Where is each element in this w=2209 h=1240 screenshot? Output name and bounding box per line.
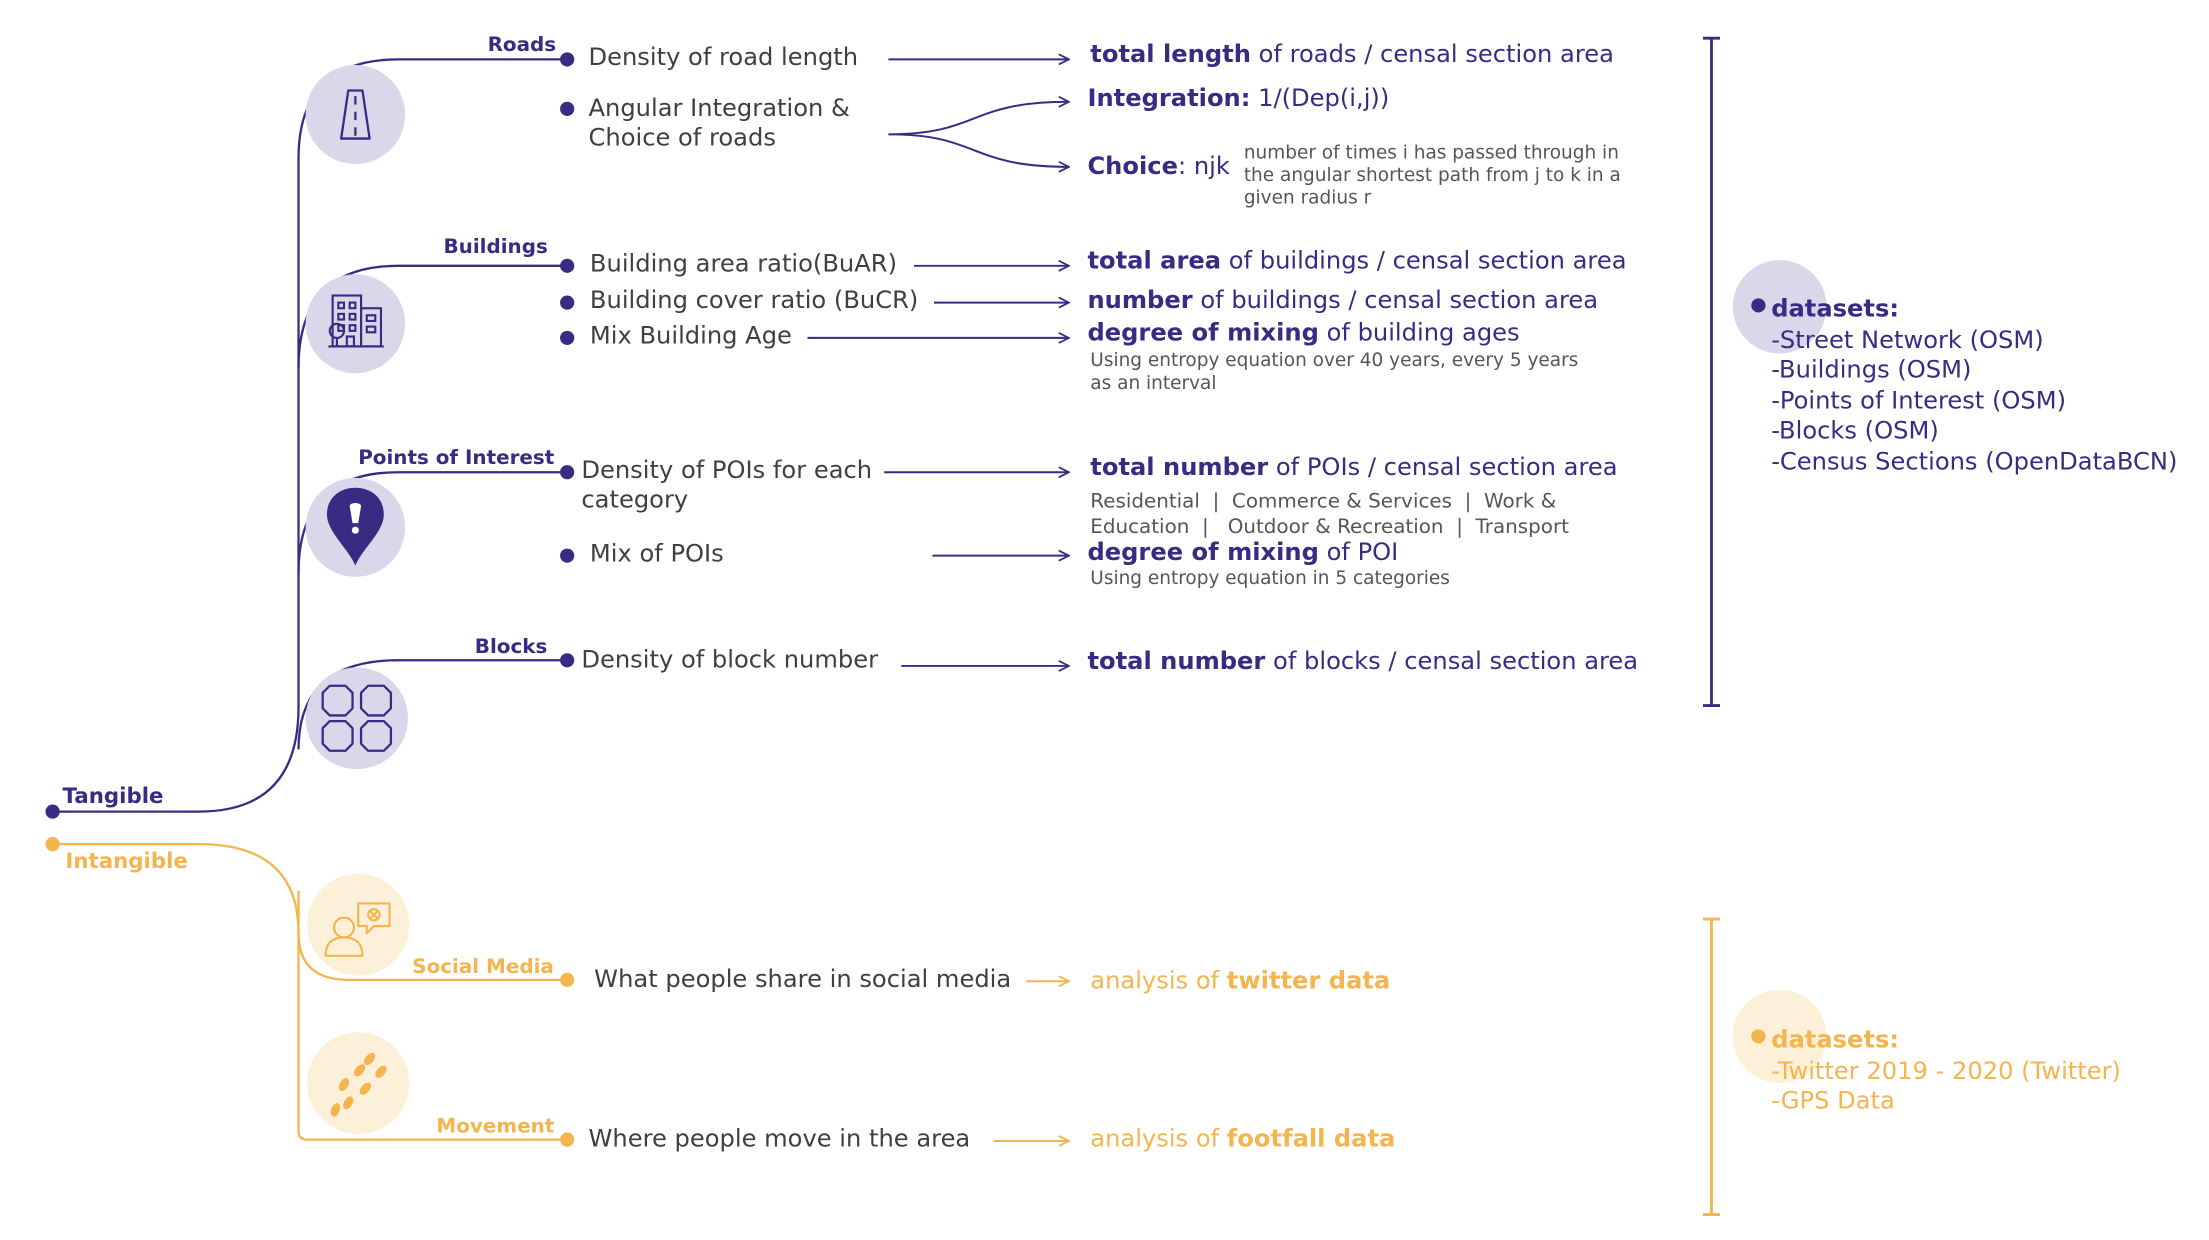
intangible-tree-lines — [52, 842, 565, 1141]
blocks-grid-icon — [305, 667, 408, 770]
social-media-result: analysis of twitter data — [1090, 967, 1391, 996]
poi-result-density: total number of POIs / censal section ar… — [1090, 453, 1618, 483]
intangible-datasets-dot — [1751, 1029, 1766, 1044]
tangible-datasets-list: datasets: -Street Network (OSM) -Buildin… — [1771, 295, 2178, 477]
buildings-item-buar: Building area ratio(BuAR) — [589, 250, 898, 279]
movement-result: analysis of footfall data — [1090, 1125, 1396, 1154]
social-media-label: Social Media — [412, 955, 554, 979]
roads-result-integration: Integration: 1/(Dep(i,j)) — [1087, 84, 1390, 114]
roads-result-density: total length of roads / censal section a… — [1090, 41, 1614, 70]
intangible-datasets-bubble — [1732, 989, 1827, 1084]
tangible-nodes — [45, 52, 575, 819]
buildings-mix-age-note: Using entropy equation over 40 years, ev… — [1090, 350, 1579, 395]
blocks-label: Blocks — [474, 636, 548, 659]
tangible-datasets-dot — [1751, 298, 1766, 313]
poi-mix-note: Using entropy equation in 5 categories — [1090, 568, 1450, 590]
roads-item-angular-line2: Choice of roads — [588, 124, 776, 153]
intangible-datasets-bracket — [1702, 917, 1721, 1216]
poi-label: Points of Interest — [358, 446, 555, 470]
map-pin-icon — [305, 477, 406, 577]
tangible-arrows — [807, 59, 1069, 666]
road-icon — [305, 65, 406, 165]
buildings-label: Buildings — [443, 236, 548, 259]
poi-result-mix: degree of mixing of POI — [1087, 538, 1399, 567]
intangible-nodes — [45, 837, 575, 1147]
roads-result-choice: Choice: njk — [1087, 152, 1230, 181]
buildings-icon — [305, 274, 406, 374]
buildings-result-bucr: number of buildings / censal section are… — [1087, 287, 1599, 316]
tangible-label: Tangible — [62, 783, 164, 809]
poi-item-density-line2: category — [581, 486, 689, 515]
poi-categories: Residential | Commerce & Services | Work… — [1090, 490, 1569, 538]
poi-item-density-line1: Density of POIs for each — [581, 456, 873, 485]
blocks-item-density: Density of block number — [581, 646, 879, 675]
roads-choice-note: number of times i has passed through in … — [1243, 142, 1621, 209]
social-media-item: What people share in social media — [594, 965, 1012, 994]
movement-item: Where people move in the area — [588, 1125, 971, 1154]
movement-label: Movement — [436, 1115, 555, 1139]
buildings-result-buar: total area of buildings / censal section… — [1087, 247, 1627, 276]
intangible-label: Intangible — [65, 848, 188, 874]
tangible-datasets-bracket — [1702, 36, 1721, 707]
tangible-datasets-bubble — [1732, 260, 1827, 354]
blocks-result-density: total number of blocks / censal section … — [1087, 647, 1639, 676]
poi-item-mix: Mix of POIs — [589, 540, 724, 569]
footprints-icon — [307, 1032, 410, 1134]
roads-item-angular-line1: Angular Integration & — [588, 94, 850, 124]
buildings-item-bucr: Building cover ratio (BuCR) — [589, 287, 919, 316]
roads-item-density: Density of road length — [588, 43, 859, 73]
intangible-arrows — [993, 981, 1069, 1141]
buildings-result-mix-age: degree of mixing of building ages — [1087, 319, 1520, 348]
intangible-datasets-list: datasets: -Twitter 2019 - 2020 (Twitter)… — [1771, 1026, 2121, 1116]
buildings-item-mix-age: Mix Building Age — [589, 322, 792, 351]
social-user-chat-icon — [307, 873, 410, 976]
roads-label: Roads — [487, 33, 557, 57]
